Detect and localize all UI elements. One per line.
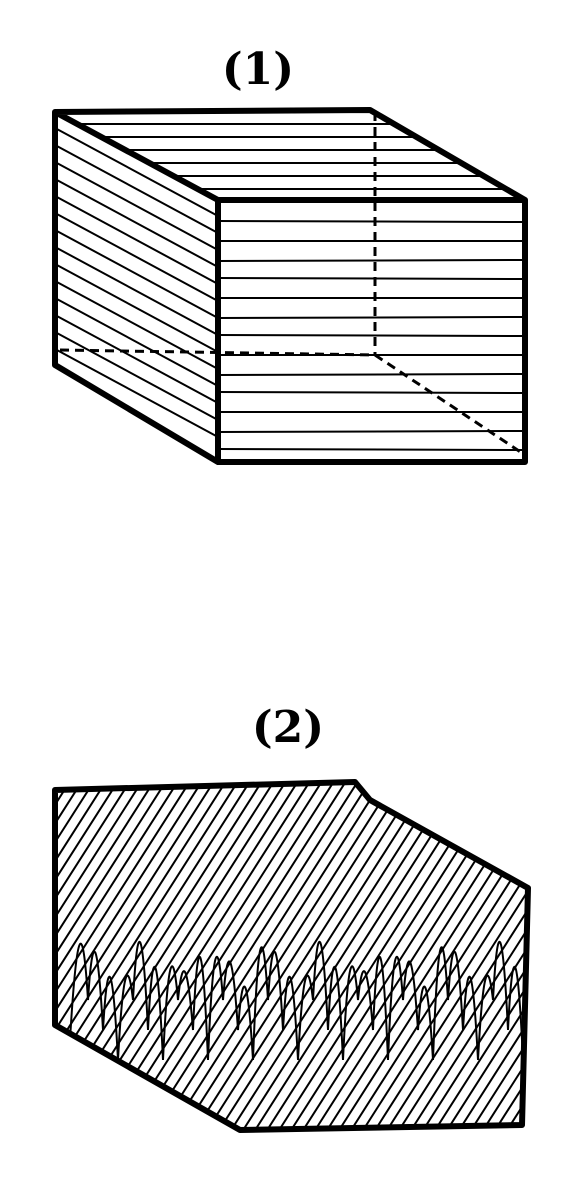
hatch-line (540, 775, 571, 1135)
hatch-line (395, 782, 528, 1130)
hatch-line (251, 782, 483, 1130)
hatch-line (54, 314, 219, 404)
hatch-line (179, 782, 411, 1130)
hatch-line (54, 144, 219, 234)
hatch-line (83, 782, 315, 1130)
hatch-line (239, 782, 471, 1130)
hatch-line (443, 782, 528, 1130)
hatch-line (131, 782, 363, 1130)
hatch-line (55, 782, 135, 1130)
hatch-line (359, 782, 528, 1130)
hatch-line (217, 430, 526, 433)
hatch-line (55, 782, 255, 1130)
hatch-line (55, 782, 123, 1130)
hatch-line (54, 348, 219, 438)
hatch-line (55, 782, 243, 1130)
hatch-line (217, 391, 526, 394)
hatch-line (0, 775, 14, 1135)
hatch-line (335, 782, 528, 1130)
cube-hatching (54, 123, 526, 451)
figure-label: (1) (222, 44, 294, 95)
hatch-line (55, 782, 195, 1130)
hatch-line (55, 782, 183, 1130)
hatch-line (167, 782, 399, 1130)
hatch-line (0, 775, 2, 1135)
hatch-line (263, 782, 495, 1130)
hatch-line (55, 782, 219, 1130)
hatch-line (275, 782, 507, 1130)
cube-outline (52, 107, 528, 465)
hatch-line (217, 316, 526, 319)
hidden-edges (59, 112, 526, 457)
scribble (69, 940, 524, 1061)
hatch-line (54, 263, 219, 353)
hatch-line (155, 782, 387, 1130)
hatch-line (227, 782, 459, 1130)
hatch-line (55, 782, 231, 1130)
hatch-line (479, 782, 528, 1130)
hatch-line (54, 212, 219, 302)
hatch-line (95, 782, 327, 1130)
figure-label: (2) (252, 702, 324, 753)
hatch-line (55, 782, 207, 1130)
hatch-line (217, 220, 526, 223)
hatch-line (217, 334, 526, 337)
hatch-line (55, 782, 147, 1130)
hatch-line (55, 782, 87, 1130)
hatch-line (455, 782, 528, 1130)
hatch-line (191, 782, 423, 1130)
hatch-line (371, 782, 528, 1130)
hatch-line (552, 775, 571, 1135)
hatch-line (54, 280, 219, 370)
hatch-line (217, 373, 526, 376)
hatch-line (55, 782, 111, 1130)
hatch-line (54, 246, 219, 336)
hatch-line (215, 782, 447, 1130)
hatch-line (54, 195, 219, 285)
hatch-line (347, 782, 528, 1130)
hatch-line (407, 782, 528, 1130)
hatch-line (54, 229, 219, 319)
hatch-line (491, 782, 528, 1130)
hatch-line (55, 782, 99, 1130)
hatch-line (383, 782, 528, 1130)
hatch-line (217, 448, 526, 451)
block-hatching (0, 775, 571, 1135)
hatch-line (431, 782, 528, 1130)
hatch-line (54, 331, 219, 421)
hatch-line (54, 127, 219, 217)
hatch-line (59, 782, 291, 1130)
hatch-line (0, 775, 26, 1135)
hatch-line (54, 178, 219, 268)
hatch-line (467, 782, 528, 1130)
hatch-line (0, 775, 38, 1135)
hatch-line (54, 297, 219, 387)
hatch-line (217, 259, 526, 262)
hatch-line (119, 782, 351, 1130)
hatch-line (55, 782, 279, 1130)
hatch-line (419, 782, 528, 1130)
hatch-line (527, 782, 528, 1130)
hatch-line (71, 782, 303, 1130)
hatch-line (54, 161, 219, 251)
block-outline (52, 779, 531, 1133)
hatch-line (203, 782, 435, 1130)
hatch-line (55, 782, 171, 1130)
hatch-line (55, 782, 159, 1130)
hatch-line (217, 277, 526, 280)
hatch-line (0, 775, 50, 1135)
